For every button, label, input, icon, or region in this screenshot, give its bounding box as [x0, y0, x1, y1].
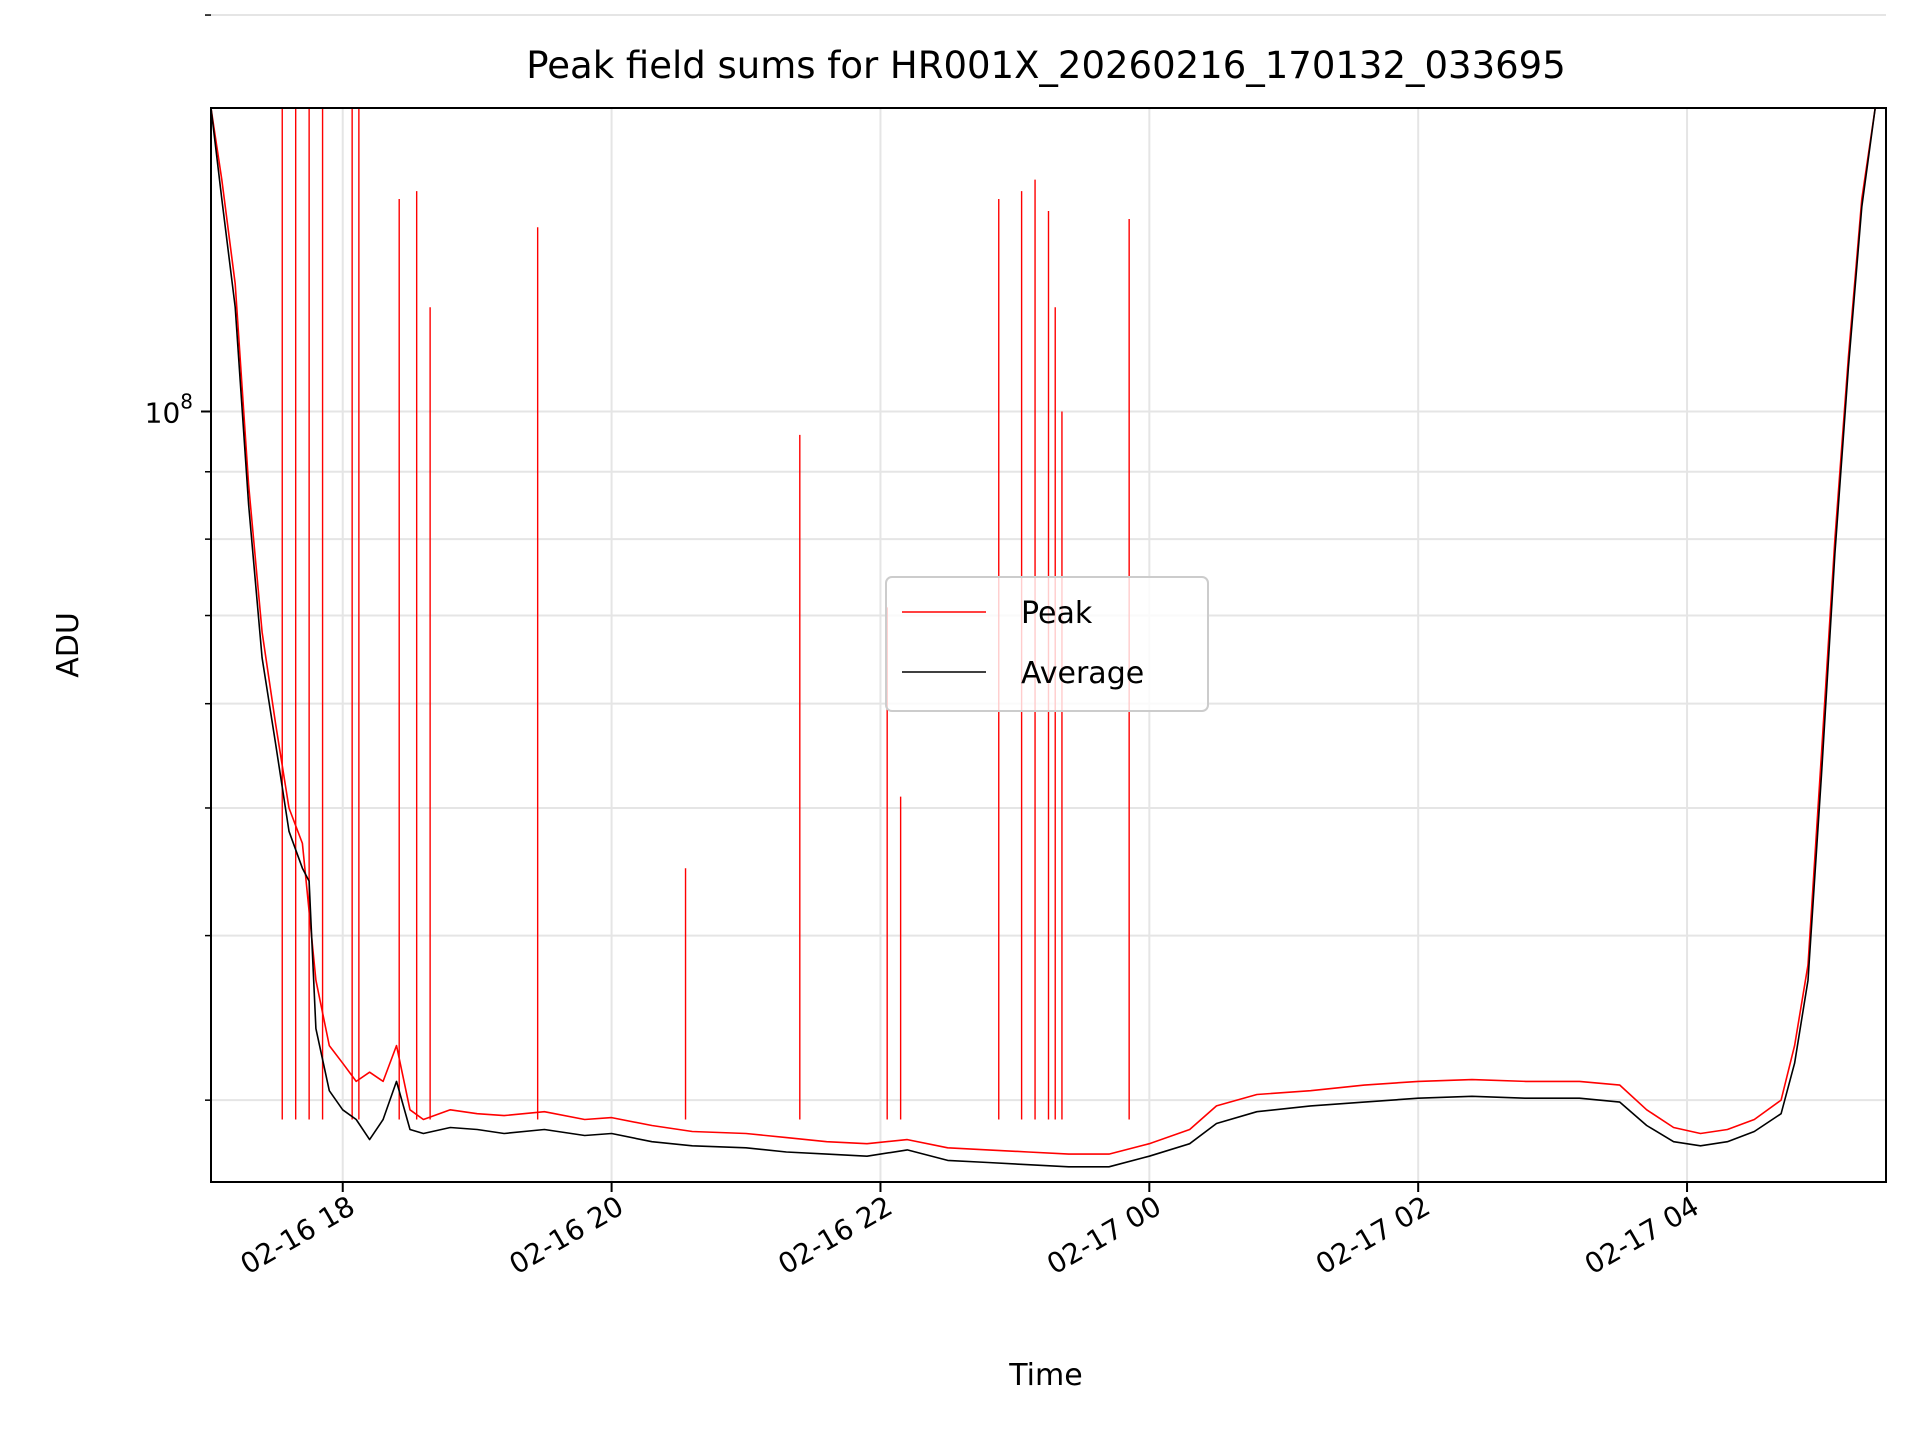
legend: Peak Average	[885, 576, 1209, 712]
x-axis-label: Time	[1008, 1358, 1082, 1393]
y-tick-label-exponent: 8	[180, 390, 193, 414]
series-line-peak	[211, 108, 1886, 1155]
legend-label-peak: Peak	[1021, 596, 1093, 631]
chart-title: Peak field sums for HR001X_20260216_1701…	[526, 44, 1565, 87]
plot-frame	[210, 107, 1887, 1183]
y-axis: 108	[145, 14, 211, 1101]
y-axis-label: ADU	[51, 612, 86, 678]
y-tick-label-major: 108	[145, 390, 193, 430]
series-line-average	[211, 108, 1886, 1168]
legend-box	[885, 576, 1209, 712]
legend-label-average: Average	[1021, 656, 1144, 691]
plot-area	[211, 108, 1886, 1168]
series-layer	[211, 108, 1886, 1168]
y-tick-label-base: 10	[145, 397, 181, 430]
